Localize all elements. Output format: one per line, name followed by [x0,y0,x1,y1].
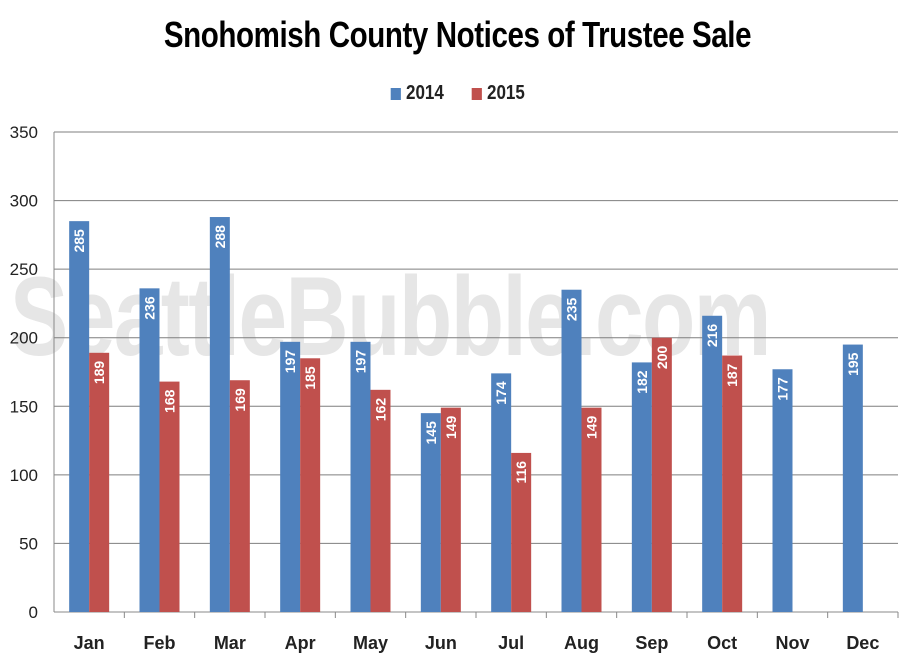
legend-label-2014: 2014 [405,82,444,104]
x-tick-label: Jul [498,633,524,653]
y-tick-label: 150 [10,397,38,416]
data-label: 235 [564,298,580,322]
y-tick-label: 300 [10,192,38,211]
data-label: 177 [775,377,791,401]
bar-2014-Nov [772,369,793,612]
data-label: 187 [724,363,740,387]
data-label: 162 [373,398,389,422]
data-label: 116 [513,461,529,484]
data-label: 200 [654,346,670,370]
data-label: 149 [584,415,600,439]
bar-2015-Mar [229,380,250,612]
bar-2014-Apr [280,341,301,612]
bar-2015-Feb [159,381,180,612]
bar-2014-May [350,341,371,612]
x-tick-label: Oct [707,633,737,653]
data-label: 195 [845,352,861,376]
data-label: 174 [493,381,509,405]
data-label: 197 [282,350,298,374]
bar-2014-Sep [631,362,652,612]
bar-2015-Jul [511,452,532,612]
legend: 2014 2015 [0,82,915,105]
y-tick-label: 50 [19,534,38,553]
data-label: 168 [162,389,178,413]
legend-label-2015: 2015 [486,82,525,104]
bar-2014-Jan [69,221,90,612]
x-tick-label: Sep [635,633,668,653]
legend-item-2014: 2014 [390,82,444,105]
bar-2015-Jan [89,352,110,612]
data-label: 288 [212,225,228,249]
data-label: 197 [353,350,369,374]
chart-title: Snohomish County Notices of Trustee Sale [163,14,752,55]
bar-2015-May [370,389,391,612]
x-tick-label: May [353,633,388,653]
y-tick-label: 100 [10,466,38,485]
bar-2015-Aug [581,407,602,612]
bar-2014-Mar [209,217,230,612]
x-tick-label: Jan [74,633,105,653]
data-label: 185 [302,366,318,390]
data-label: 182 [634,370,650,394]
bar-2014-Jun [420,413,441,612]
data-label: 285 [71,229,87,253]
bar-2015-Oct [722,355,743,612]
bar-2014-Aug [561,289,582,612]
x-tick-label: Apr [285,633,316,653]
x-tick-label: Mar [214,633,246,653]
legend-item-2015: 2015 [471,82,524,105]
data-label: 189 [91,361,107,385]
y-tick-label: 350 [10,123,38,142]
legend-swatch-2015 [471,87,482,100]
x-tick-label: Dec [846,633,879,653]
x-tick-label: Jun [425,633,457,653]
data-label: 216 [704,324,720,348]
data-label: 236 [142,296,158,320]
x-tick-label: Nov [775,633,809,653]
data-label: 149 [443,415,459,439]
data-label: 145 [423,421,439,445]
bar-2015-Apr [300,358,321,612]
legend-swatch-2014 [390,87,401,100]
x-tick-label: Feb [143,633,175,653]
bar-2014-Feb [139,288,160,612]
bar-2015-Jun [440,407,461,612]
y-tick-label: 200 [10,329,38,348]
bar-2014-Dec [842,344,863,612]
data-label: 169 [232,388,248,412]
y-tick-label: 0 [29,603,38,622]
x-tick-label: Aug [564,633,599,653]
y-tick-label: 250 [10,260,38,279]
bar-2014-Oct [702,315,723,612]
bar-2015-Sep [651,337,672,612]
bar-2014-Jul [491,373,512,612]
